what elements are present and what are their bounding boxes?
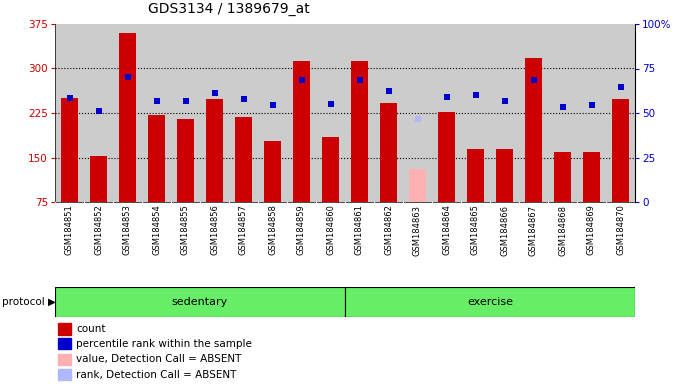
Bar bbox=[142, 24, 171, 202]
Bar bbox=[345, 24, 374, 202]
Bar bbox=[403, 24, 432, 202]
Bar bbox=[351, 61, 368, 202]
Text: exercise: exercise bbox=[467, 297, 513, 307]
Text: GSM184853: GSM184853 bbox=[123, 205, 132, 255]
Text: GDS3134 / 1389679_at: GDS3134 / 1389679_at bbox=[148, 2, 310, 16]
Bar bbox=[554, 152, 571, 202]
Bar bbox=[612, 99, 629, 202]
Text: GSM184864: GSM184864 bbox=[442, 205, 451, 255]
Text: percentile rank within the sample: percentile rank within the sample bbox=[76, 339, 252, 349]
Bar bbox=[438, 113, 455, 202]
Text: GSM184857: GSM184857 bbox=[239, 205, 248, 255]
Bar bbox=[466, 149, 484, 202]
Bar bbox=[380, 103, 397, 202]
Text: GSM184858: GSM184858 bbox=[268, 205, 277, 255]
Text: GSM184856: GSM184856 bbox=[210, 205, 219, 255]
Bar bbox=[90, 156, 107, 202]
Bar bbox=[148, 115, 165, 202]
Text: GSM184852: GSM184852 bbox=[94, 205, 103, 255]
Bar bbox=[577, 24, 606, 202]
Text: GSM184860: GSM184860 bbox=[326, 205, 335, 255]
Text: GSM184866: GSM184866 bbox=[500, 205, 509, 255]
Bar bbox=[58, 338, 71, 349]
Text: GSM184863: GSM184863 bbox=[413, 205, 422, 255]
Text: GSM184869: GSM184869 bbox=[587, 205, 596, 255]
Text: GSM184862: GSM184862 bbox=[384, 205, 393, 255]
Bar bbox=[58, 354, 71, 365]
Text: GSM184861: GSM184861 bbox=[355, 205, 364, 255]
Bar bbox=[316, 24, 345, 202]
Bar bbox=[519, 24, 548, 202]
Bar bbox=[235, 117, 252, 202]
Text: GSM184867: GSM184867 bbox=[529, 205, 538, 255]
Text: GSM184865: GSM184865 bbox=[471, 205, 480, 255]
Text: count: count bbox=[76, 324, 105, 334]
Bar bbox=[293, 61, 310, 202]
Bar bbox=[258, 24, 287, 202]
Bar bbox=[583, 152, 600, 202]
Bar bbox=[345, 287, 635, 317]
Bar bbox=[461, 24, 490, 202]
Bar bbox=[496, 149, 513, 202]
Text: GSM184870: GSM184870 bbox=[616, 205, 625, 255]
Text: value, Detection Call = ABSENT: value, Detection Call = ABSENT bbox=[76, 354, 241, 364]
Bar bbox=[374, 24, 403, 202]
Bar bbox=[177, 119, 194, 202]
Bar bbox=[322, 137, 339, 202]
Text: GSM184851: GSM184851 bbox=[65, 205, 74, 255]
Bar bbox=[200, 24, 229, 202]
Text: GSM184855: GSM184855 bbox=[181, 205, 190, 255]
Bar bbox=[606, 24, 635, 202]
Bar bbox=[525, 58, 542, 202]
Bar bbox=[61, 98, 78, 202]
Text: GSM184868: GSM184868 bbox=[558, 205, 567, 255]
Bar bbox=[287, 24, 316, 202]
Bar bbox=[206, 99, 223, 202]
Bar bbox=[432, 24, 461, 202]
Text: GSM184854: GSM184854 bbox=[152, 205, 161, 255]
Bar bbox=[58, 323, 71, 335]
Text: GSM184859: GSM184859 bbox=[297, 205, 306, 255]
Bar bbox=[84, 24, 113, 202]
Bar bbox=[229, 24, 258, 202]
Bar bbox=[119, 33, 136, 202]
Bar bbox=[490, 24, 519, 202]
Text: sedentary: sedentary bbox=[172, 297, 228, 307]
Bar bbox=[58, 369, 71, 380]
Bar bbox=[113, 24, 142, 202]
Bar bbox=[264, 141, 282, 202]
Bar bbox=[409, 169, 426, 202]
Bar bbox=[55, 24, 84, 202]
Bar bbox=[548, 24, 577, 202]
Text: protocol ▶: protocol ▶ bbox=[2, 297, 56, 307]
Text: rank, Detection Call = ABSENT: rank, Detection Call = ABSENT bbox=[76, 370, 236, 380]
Bar bbox=[171, 24, 200, 202]
Bar bbox=[55, 287, 345, 317]
